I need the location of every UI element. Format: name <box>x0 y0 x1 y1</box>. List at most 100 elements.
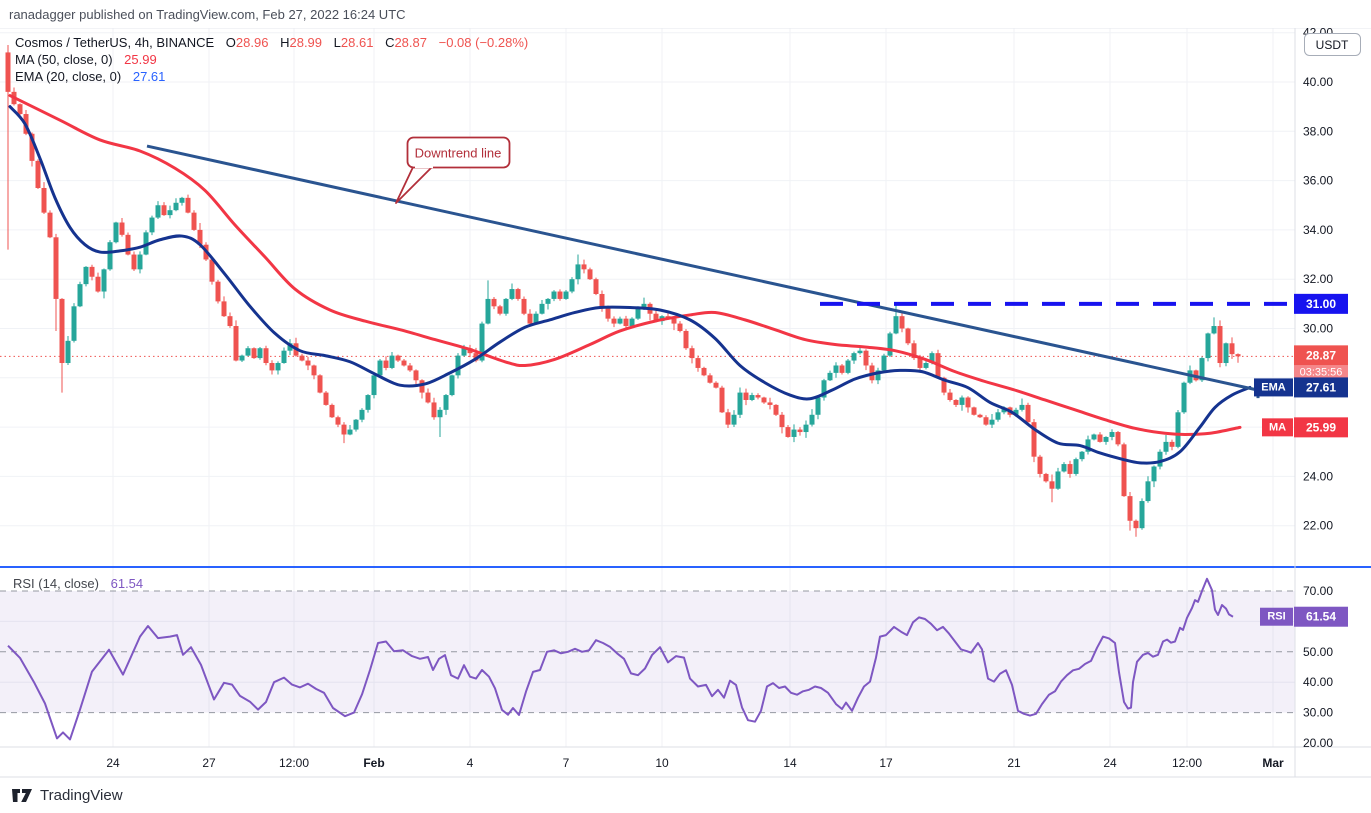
candle-body <box>749 395 755 400</box>
time-tick-label: 24 <box>106 756 120 770</box>
candle-body <box>965 397 971 408</box>
candle-body <box>785 427 791 437</box>
svg-text:03:35:56: 03:35:56 <box>1300 366 1343 378</box>
candle-body <box>881 355 887 371</box>
downtrend-line <box>146 144 1259 392</box>
candle-body <box>1103 436 1109 442</box>
candle-body <box>209 259 215 282</box>
legend-symbol-row[interactable]: Cosmos / TetherUS, 4h, BINANCE O28.96 H2… <box>15 34 528 51</box>
candle-body <box>455 355 461 376</box>
candle-body <box>347 429 353 435</box>
candle-body <box>899 316 905 329</box>
candle-body <box>71 306 77 341</box>
symbol-title: Cosmos / TetherUS, 4h, BINANCE <box>15 35 215 50</box>
candle-body <box>917 358 923 368</box>
rsi-tick-label: 50.00 <box>1303 645 1333 659</box>
watermark-label: TradingView <box>40 787 123 804</box>
candle-body <box>743 392 749 400</box>
rsi-axis-labels[interactable]: 70.00 50.00 40.00 30.00 20.00 <box>1303 584 1333 750</box>
time-tick-label: Mar <box>1262 756 1284 770</box>
candle-body <box>281 350 287 364</box>
candle-body <box>605 306 611 319</box>
candle-body <box>1235 354 1241 357</box>
candle-body <box>503 298 509 314</box>
rsi-value: 61.54 <box>110 576 144 591</box>
legend-ma-row[interactable]: MA (50, close, 0) 25.99 <box>15 51 528 68</box>
svg-text:27.61: 27.61 <box>1306 380 1336 394</box>
candle-body <box>1115 432 1121 445</box>
candle-body <box>497 306 503 314</box>
candle-body <box>977 414 983 418</box>
price-tick-label: 36.00 <box>1303 174 1333 188</box>
svg-text:MA: MA <box>1269 421 1286 433</box>
candle-body <box>365 395 371 410</box>
candle-body <box>809 414 815 425</box>
candle-body <box>653 313 659 322</box>
candle-body <box>581 264 587 270</box>
candle-body <box>137 254 143 270</box>
candle-body <box>389 355 395 368</box>
candle-body <box>479 323 485 361</box>
candle-body <box>401 360 407 366</box>
candle-body <box>941 377 947 393</box>
candle-body <box>1079 451 1085 460</box>
candle-body <box>527 313 533 324</box>
legend-ema-row[interactable]: EMA (20, close, 0) 27.61 <box>15 68 528 85</box>
static-drawings: USDT Downtrend line <box>395 33 1361 204</box>
candle-body <box>461 348 467 356</box>
candle-body <box>1019 404 1025 410</box>
candle-body <box>629 318 635 327</box>
time-tick-label: 27 <box>202 756 216 770</box>
low-key: L <box>333 35 341 50</box>
svg-text:USDT: USDT <box>1316 38 1349 52</box>
candle-body <box>1091 434 1097 440</box>
time-tick-label: 21 <box>1007 756 1021 770</box>
close-key: C <box>385 35 395 50</box>
rsi-legend[interactable]: RSI (14, close) 61.54 <box>13 576 143 591</box>
candle-body <box>269 363 275 371</box>
price-axis-labels[interactable]: 42.0040.0038.0036.0034.0032.0030.0024.00… <box>1303 26 1333 533</box>
candle-body <box>1067 464 1073 474</box>
ema-value-badge: EMA 27.61 <box>1254 377 1348 398</box>
time-axis-labels[interactable]: 24 27 12:00 Feb 4 7 10 14 17 21 24 12:00 Mar <box>106 756 1284 770</box>
candle-body <box>623 318 629 327</box>
candle-body <box>857 350 863 354</box>
candle-body <box>77 284 83 307</box>
candle-body <box>875 370 881 381</box>
candle-body <box>1229 343 1235 355</box>
candle-body <box>305 360 311 366</box>
candle-body <box>533 313 539 324</box>
overlays-layer <box>8 94 1252 465</box>
candle-body <box>995 412 1001 420</box>
candle-body <box>245 348 251 356</box>
candle-body <box>563 291 569 299</box>
tradingview-watermark[interactable]: TradingView <box>11 787 123 804</box>
trendline-callout[interactable]: Downtrend line <box>395 136 511 204</box>
price-tick-label: 32.00 <box>1303 272 1333 286</box>
candle-body <box>719 387 725 413</box>
candles-layer <box>5 45 1241 537</box>
drawings-layer <box>146 144 1295 399</box>
candle-body <box>113 222 119 243</box>
time-tick-label: 24 <box>1103 756 1117 770</box>
candle-body <box>317 375 323 393</box>
candle-body <box>371 375 377 396</box>
candle-body <box>233 326 239 361</box>
candle-body <box>275 363 281 371</box>
candle-body <box>635 308 641 319</box>
candle-body <box>959 397 965 405</box>
candle-body <box>413 370 419 381</box>
candle-body <box>845 360 851 373</box>
candle-body <box>755 395 761 398</box>
svg-text:31.00: 31.00 <box>1306 297 1336 311</box>
candle-body <box>971 407 977 415</box>
candle-body <box>689 348 695 359</box>
rsi-tick-label: 30.00 <box>1303 706 1333 720</box>
candle-body <box>827 372 833 381</box>
time-tick-label: 4 <box>467 756 474 770</box>
rsi-layer <box>7 577 1234 741</box>
candle-body <box>215 281 221 302</box>
candle-body <box>1199 358 1205 381</box>
price-tick-label: 34.00 <box>1303 223 1333 237</box>
